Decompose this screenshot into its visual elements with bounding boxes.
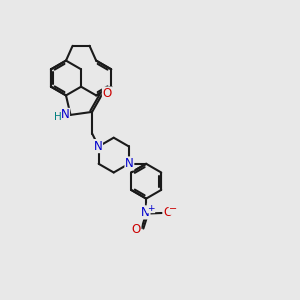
Text: N: N	[61, 108, 70, 122]
Text: N: N	[94, 140, 102, 153]
Text: +: +	[147, 204, 155, 213]
Text: N: N	[141, 206, 150, 219]
Text: −: −	[169, 204, 177, 214]
Text: O: O	[163, 206, 172, 220]
Text: O: O	[132, 223, 141, 236]
Text: H: H	[54, 112, 61, 122]
Text: N: N	[125, 157, 134, 170]
Text: O: O	[103, 87, 112, 100]
